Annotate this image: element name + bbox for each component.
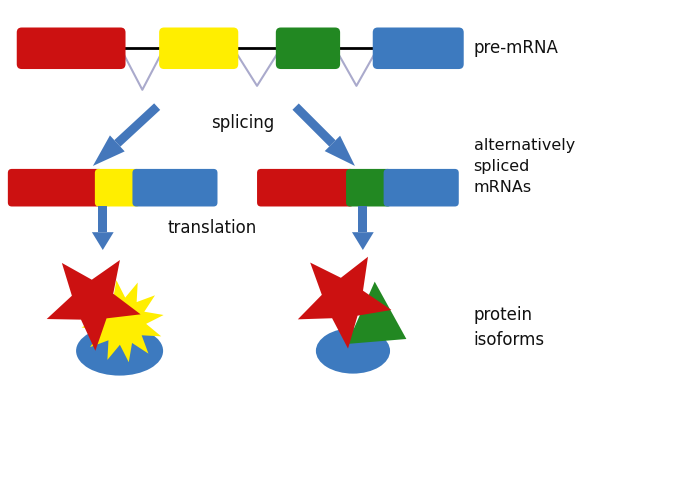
Polygon shape [81, 280, 164, 362]
Polygon shape [298, 256, 391, 348]
Text: pre-mRNA: pre-mRNA [474, 40, 559, 58]
FancyBboxPatch shape [95, 169, 141, 206]
Polygon shape [93, 136, 125, 166]
FancyBboxPatch shape [346, 169, 391, 206]
FancyBboxPatch shape [8, 169, 103, 206]
Text: protein
isoforms: protein isoforms [474, 306, 545, 348]
Polygon shape [92, 232, 113, 250]
Ellipse shape [76, 326, 163, 376]
Polygon shape [325, 136, 355, 166]
Polygon shape [352, 232, 374, 250]
Polygon shape [293, 104, 335, 146]
Polygon shape [114, 104, 160, 146]
Bar [358, 206, 368, 232]
Polygon shape [347, 282, 407, 344]
FancyBboxPatch shape [17, 28, 125, 69]
Text: splicing: splicing [211, 114, 275, 132]
FancyBboxPatch shape [276, 28, 340, 69]
FancyBboxPatch shape [384, 169, 458, 206]
Text: alternatively
spliced
mRNAs: alternatively spliced mRNAs [474, 138, 575, 196]
Polygon shape [47, 260, 141, 351]
Bar [98, 206, 107, 232]
Text: translation: translation [167, 219, 256, 237]
FancyBboxPatch shape [372, 28, 463, 69]
FancyBboxPatch shape [159, 28, 238, 69]
FancyBboxPatch shape [257, 169, 354, 206]
FancyBboxPatch shape [132, 169, 218, 206]
Ellipse shape [316, 328, 390, 374]
